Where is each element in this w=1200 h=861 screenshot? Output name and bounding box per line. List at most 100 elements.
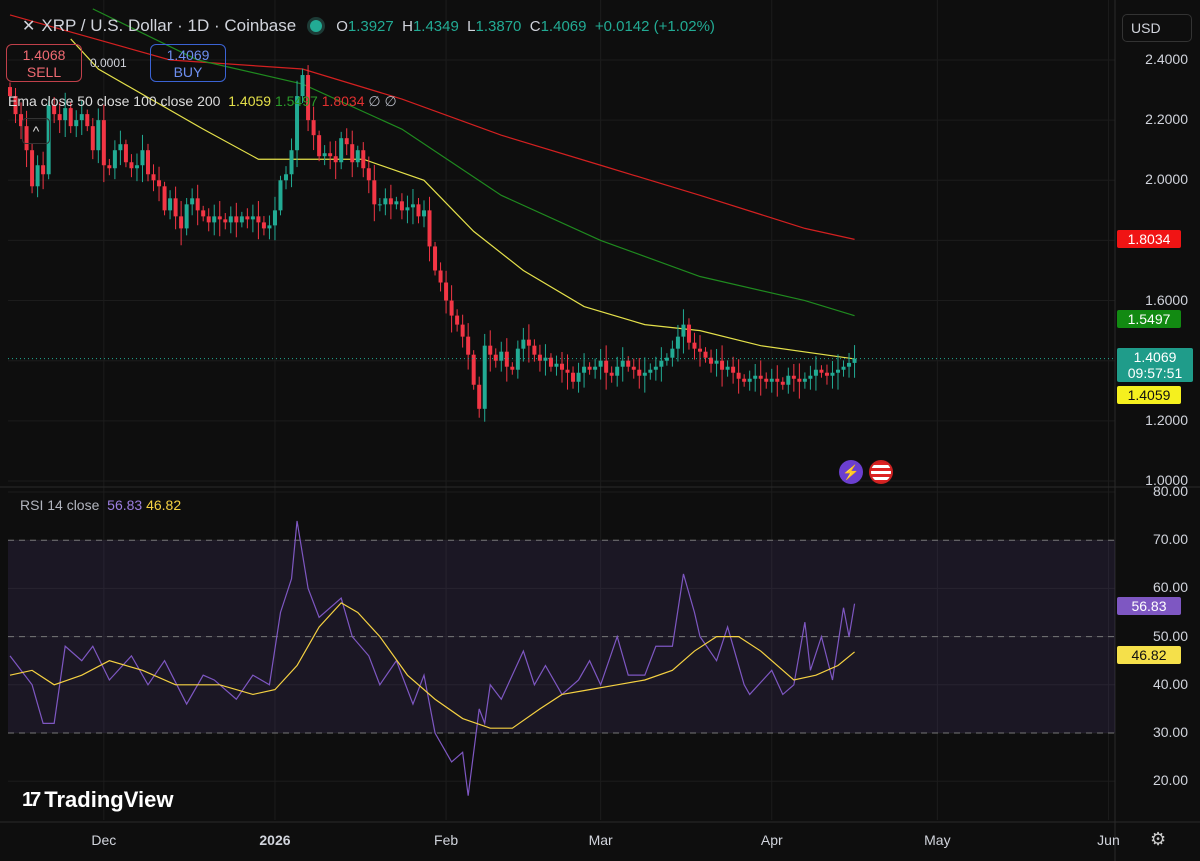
tradingview-logo[interactable]: 17 TradingView <box>22 787 174 812</box>
ema50-line <box>70 38 855 360</box>
time-tick-label: Dec <box>91 832 117 848</box>
us-flag-icon[interactable] <box>869 460 893 484</box>
candle <box>195 198 200 211</box>
candle <box>35 165 40 187</box>
candle <box>261 222 266 229</box>
candle <box>576 372 581 382</box>
candle <box>714 360 719 364</box>
candle <box>824 372 829 376</box>
candle <box>107 165 112 169</box>
symbol-header: ✕ XRP / U.S. Dollar · 1D · Coinbase O1.3… <box>22 16 715 36</box>
candle <box>355 150 360 163</box>
candle <box>764 378 769 382</box>
candle <box>543 357 548 361</box>
candle <box>85 114 90 127</box>
price-tick-label: 2.0000 <box>1145 171 1188 188</box>
candle <box>416 204 421 217</box>
sell-button[interactable]: 1.4068 SELL <box>6 44 82 82</box>
candle <box>223 219 228 223</box>
candle <box>234 216 239 223</box>
candle <box>438 270 443 283</box>
candle <box>399 201 404 211</box>
candle <box>604 360 609 373</box>
candle <box>190 198 195 205</box>
market-open-icon <box>310 20 323 32</box>
candle <box>797 378 802 382</box>
candle <box>383 198 388 205</box>
candle <box>13 96 18 115</box>
candle <box>499 351 504 361</box>
price-tick-label: 1.2000 <box>1145 411 1188 428</box>
candle <box>526 339 531 346</box>
buy-button[interactable]: 1.4069 BUY <box>150 44 226 82</box>
candle <box>642 372 647 376</box>
candle <box>681 324 686 337</box>
time-tick-label: May <box>924 832 951 848</box>
ema200-price-tag: 1.8034 <box>1117 230 1181 248</box>
candle <box>250 216 255 220</box>
candle <box>278 180 283 211</box>
ema-legend[interactable]: Ema close 50 close 100 close 200 1.4059 … <box>8 93 397 109</box>
candle <box>742 378 747 382</box>
candle <box>836 369 840 373</box>
rsi-ma-line <box>9 602 855 729</box>
candle <box>284 174 288 181</box>
candle <box>140 150 145 166</box>
events-icon[interactable]: ⚡ <box>839 460 863 484</box>
candle <box>433 246 438 271</box>
candle <box>537 354 542 361</box>
candle <box>758 375 763 379</box>
candle <box>532 345 537 355</box>
close-icon[interactable]: ✕ <box>22 18 36 35</box>
candle <box>410 204 415 208</box>
candle <box>720 360 725 370</box>
settings-gear-icon[interactable]: ⚙ <box>1150 829 1167 849</box>
candle <box>179 216 184 229</box>
ema100-price-tag: 1.5497 <box>1117 310 1181 328</box>
candle <box>747 378 752 382</box>
candle <box>300 75 305 97</box>
time-tick-label: 2026 <box>259 832 291 848</box>
candle <box>609 372 614 376</box>
candle <box>736 372 741 379</box>
candle <box>206 216 211 223</box>
candle <box>90 126 95 151</box>
time-tick-label: Apr <box>760 832 783 848</box>
price-tick-label: 1.0000 <box>1145 471 1188 488</box>
candle <box>350 144 355 163</box>
collapse-legend-button[interactable]: ^ <box>22 118 50 144</box>
last-price-tag: 1.4069 09:57:51 <box>1117 348 1193 382</box>
symbol-title[interactable]: XRP / U.S. Dollar · 1D · Coinbase <box>41 16 297 35</box>
candle <box>664 357 669 361</box>
candle <box>173 198 178 217</box>
candle <box>786 375 791 385</box>
currency-select[interactable]: USD <box>1122 14 1192 42</box>
candle <box>709 357 714 364</box>
candle <box>692 342 697 349</box>
candle <box>560 363 564 370</box>
candle <box>8 87 12 97</box>
candle <box>96 120 101 151</box>
candle <box>488 345 493 355</box>
candle <box>698 348 702 352</box>
candle <box>57 114 62 121</box>
tradingview-logo-icon: 17 <box>22 788 41 811</box>
candle <box>123 144 128 163</box>
candle <box>482 345 487 409</box>
candle <box>388 198 393 205</box>
candle <box>422 210 426 217</box>
candle <box>813 369 818 376</box>
candle <box>775 378 780 382</box>
rsi-line <box>9 520 856 796</box>
rsi-legend[interactable]: RSI 14 close 56.83 46.82 <box>20 497 182 513</box>
ema50-price-tag: 1.4059 <box>1117 386 1181 404</box>
candle <box>112 150 117 169</box>
rsi-tick-label: 40.00 <box>1152 675 1188 692</box>
time-tick-label: Feb <box>434 832 459 848</box>
candle <box>593 366 598 370</box>
candle <box>504 351 509 367</box>
candle <box>648 369 653 373</box>
candle <box>582 366 587 373</box>
candle <box>725 366 730 370</box>
